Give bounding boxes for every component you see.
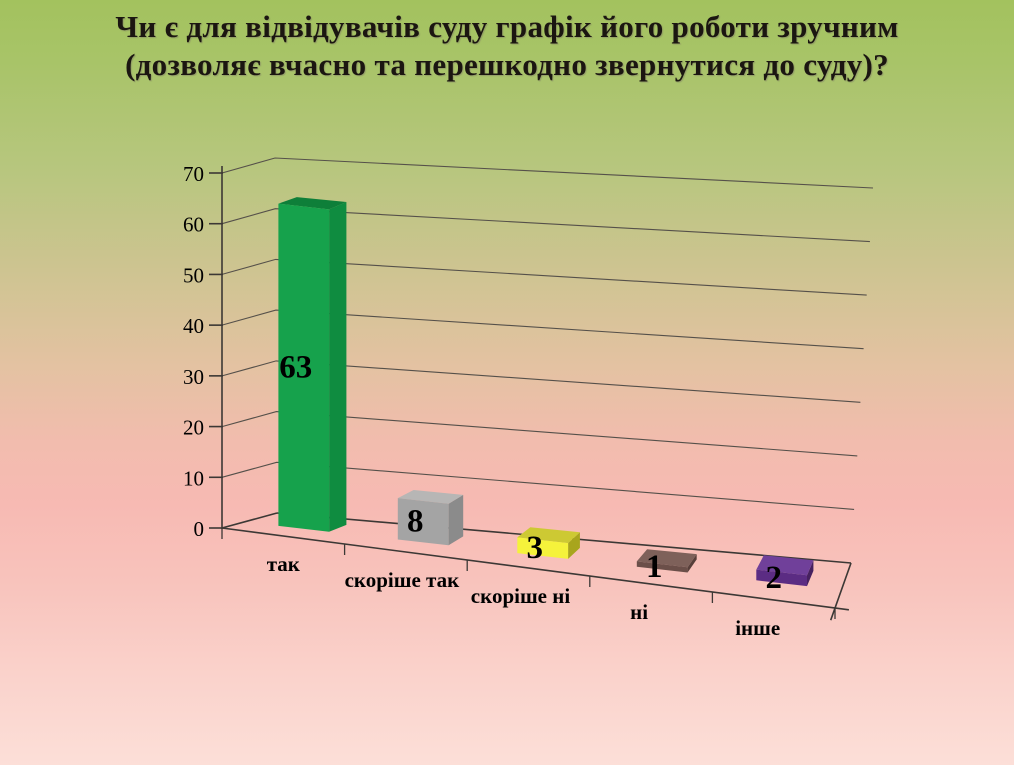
category-label-скоріше ні: скоріше ні — [471, 584, 571, 608]
bar-top-face — [278, 197, 347, 210]
grid-line-60 — [221, 208, 870, 243]
bar-front-face — [397, 498, 449, 546]
bar-скоріше так: 8 — [397, 490, 464, 546]
floor-front-edge — [221, 527, 850, 611]
slide-title-line1: Чи є для відвідувачів суду графік його р… — [115, 9, 899, 44]
bar-side-face — [448, 494, 464, 546]
bar-скоріше ні: 3 — [517, 527, 580, 566]
bars: 63 8 3 1 2 — [278, 197, 814, 596]
grid-lines — [221, 157, 874, 510]
slide-title-line2: (дозволяє вчасно та перешкодно звернутис… — [125, 47, 889, 82]
bar-front-face — [756, 569, 807, 587]
value-axis-label: 50 — [183, 263, 204, 287]
value-axis-label: 0 — [194, 517, 205, 541]
value-axis-label: 30 — [183, 365, 204, 389]
category-label-так: так — [267, 552, 301, 576]
bar-top-face — [756, 555, 814, 576]
value-axis: 0 10 20 30 40 50 60 70 — [183, 162, 223, 541]
bar-value-label: 2 — [765, 560, 782, 596]
bar-ні: 1 — [636, 549, 697, 585]
bar-так: 63 — [278, 197, 347, 532]
bar-front-face — [278, 203, 330, 532]
grid-line-40 — [221, 309, 864, 350]
floor-right-edge — [829, 562, 852, 621]
bar-value-label: 3 — [526, 530, 543, 566]
category-label-скоріше так: скоріше так — [345, 568, 461, 592]
value-axis-label: 40 — [183, 314, 204, 338]
bar-value-label: 8 — [407, 504, 424, 540]
bar-інше: 2 — [756, 555, 814, 596]
floor-left-edge — [221, 512, 278, 529]
category-label-інше: інше — [735, 616, 780, 640]
bar-front-face — [636, 561, 688, 573]
grid-line-70 — [221, 157, 874, 189]
value-axis-label: 70 — [183, 162, 204, 186]
category-label-ні: ні — [630, 600, 648, 624]
bar-value-label: 63 — [279, 350, 312, 386]
bar-side-face — [329, 202, 347, 532]
value-axis-label: 20 — [183, 416, 204, 440]
category-labels: так скоріше так скоріше ні ні інше — [267, 552, 780, 640]
value-axis-label: 10 — [183, 466, 204, 490]
grid-line-30 — [221, 360, 861, 403]
grid-line-20 — [221, 411, 858, 457]
bar-front-face — [517, 537, 569, 559]
bar-top-face — [517, 527, 580, 544]
bar-side-face — [807, 560, 814, 587]
slide-title: Чи є для відвідувачів суду графік його р… — [0, 8, 1014, 84]
bar-top-face — [636, 549, 697, 568]
grid-line-10 — [221, 461, 855, 510]
value-axis-label: 60 — [183, 213, 204, 237]
bar-side-face — [687, 554, 697, 573]
bar-value-label: 1 — [646, 549, 663, 585]
bar-side-face — [568, 532, 580, 559]
grid-line-50 — [221, 258, 867, 296]
bar-top-face — [397, 490, 464, 504]
